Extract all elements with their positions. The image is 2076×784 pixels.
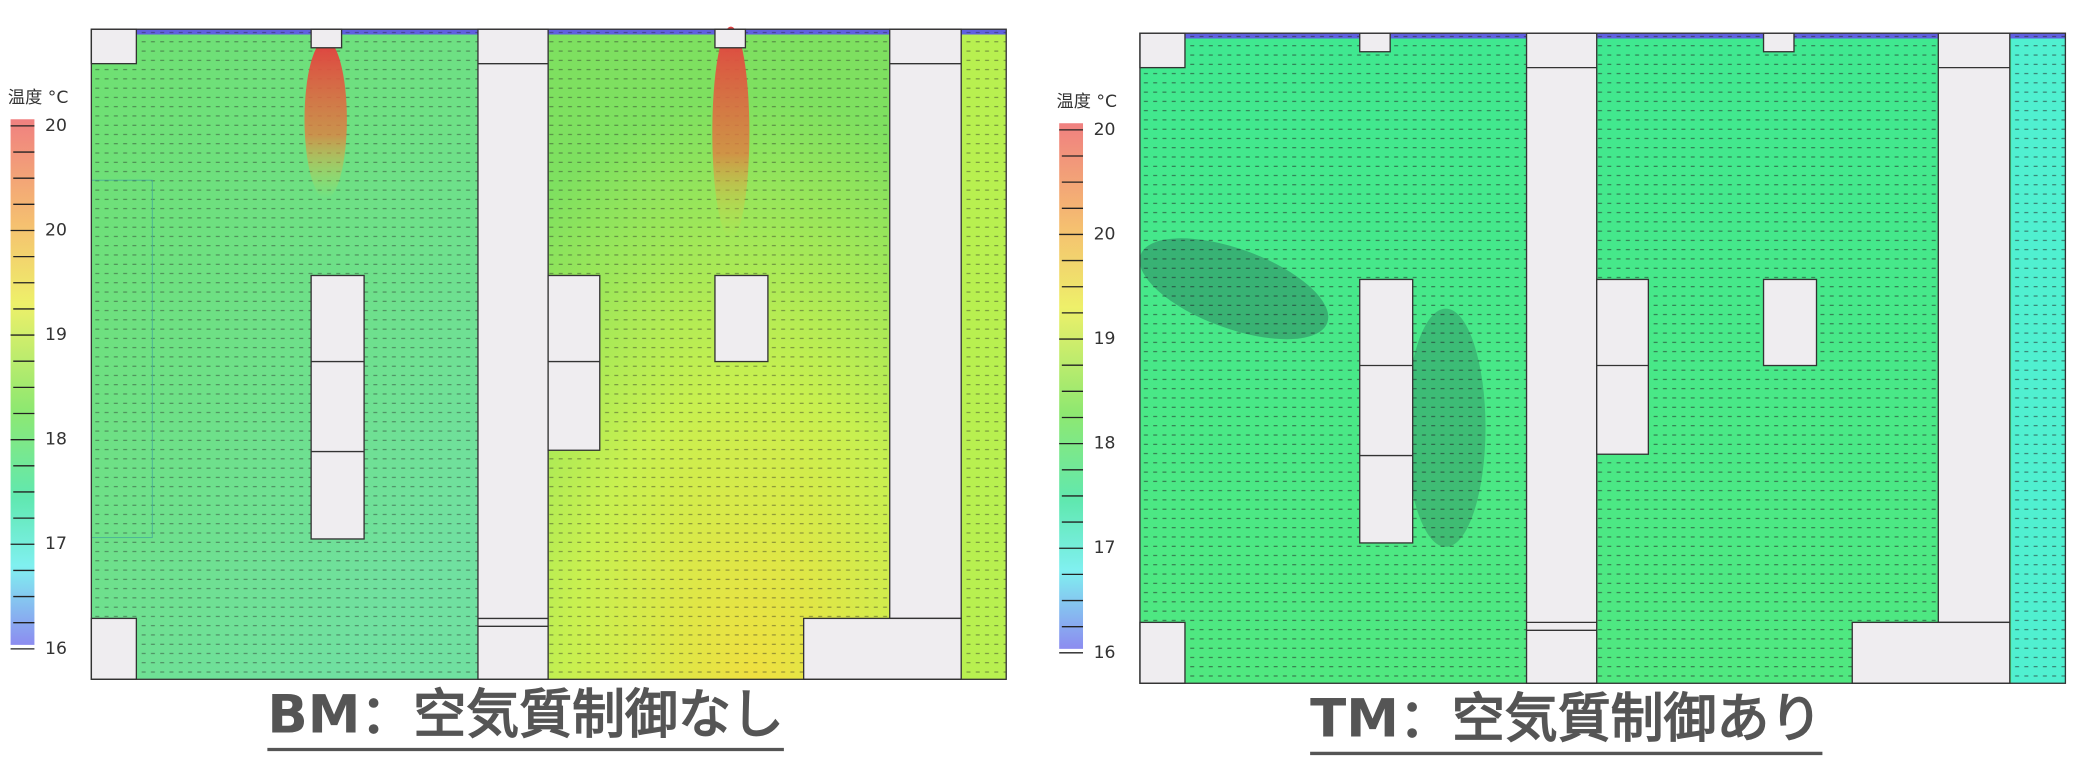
- obstacle: [714, 28, 747, 49]
- plume: [712, 26, 750, 239]
- colorbar: [1059, 123, 1084, 649]
- frame: [90, 28, 1007, 680]
- plume: [304, 39, 347, 199]
- colorbar: [10, 119, 35, 645]
- obstacle: [1762, 278, 1818, 367]
- colorbar-tick-label: 20: [45, 116, 67, 136]
- colorbar-tick-label: 19: [1094, 329, 1116, 349]
- vortex: [1139, 238, 1329, 340]
- obstacle: [1359, 278, 1414, 544]
- colorbar-label: 温度 °C: [8, 88, 68, 108]
- colorbar-tick-label: 16: [45, 639, 67, 659]
- vortex: [1406, 308, 1486, 547]
- colorbar-tick-label: 16: [1094, 643, 1116, 663]
- obstacle: [310, 28, 343, 49]
- colorbar-tick-label: 17: [1094, 538, 1116, 558]
- wall: [477, 28, 549, 680]
- obstacle: [714, 274, 769, 363]
- wall: [1937, 32, 2011, 624]
- obstacle: [1762, 32, 1795, 53]
- colorbar-label: 温度 °C: [1057, 92, 1117, 112]
- colorbar-tick-label: 19: [45, 325, 67, 345]
- obstacle: [310, 274, 365, 540]
- obstacle: [1596, 278, 1650, 455]
- panel: 温度 °C 20 20 19 18 17 16 TM：空気質制御あり: [1057, 32, 2067, 756]
- panel: 温度 °C 20 20 19 18 17 16 BM：空気質制御なし: [8, 26, 1007, 752]
- colorbar-tick-label: 18: [45, 430, 67, 450]
- frame: [1139, 32, 2067, 684]
- colorbar-tick-label: 20: [1094, 120, 1116, 140]
- obstacle: [1139, 32, 1186, 69]
- colorbar-tick-label: 20: [45, 220, 67, 240]
- obstacle: [90, 28, 138, 65]
- wall: [1525, 32, 1598, 684]
- caption: BM：空気質制御なし: [267, 684, 784, 745]
- wall: [889, 28, 962, 620]
- colorbar-tick-label: 18: [1094, 434, 1116, 454]
- obstacle: [1851, 621, 2011, 684]
- caption: TM：空気質制御あり: [1310, 688, 1822, 749]
- obstacle: [1359, 32, 1391, 53]
- obstacle: [802, 617, 962, 680]
- obstacle: [547, 274, 601, 451]
- obstacle: [90, 617, 138, 680]
- obstacle: [1139, 621, 1186, 684]
- colorbar-tick-label: 17: [45, 534, 67, 554]
- colorbar-tick-label: 20: [1094, 224, 1116, 244]
